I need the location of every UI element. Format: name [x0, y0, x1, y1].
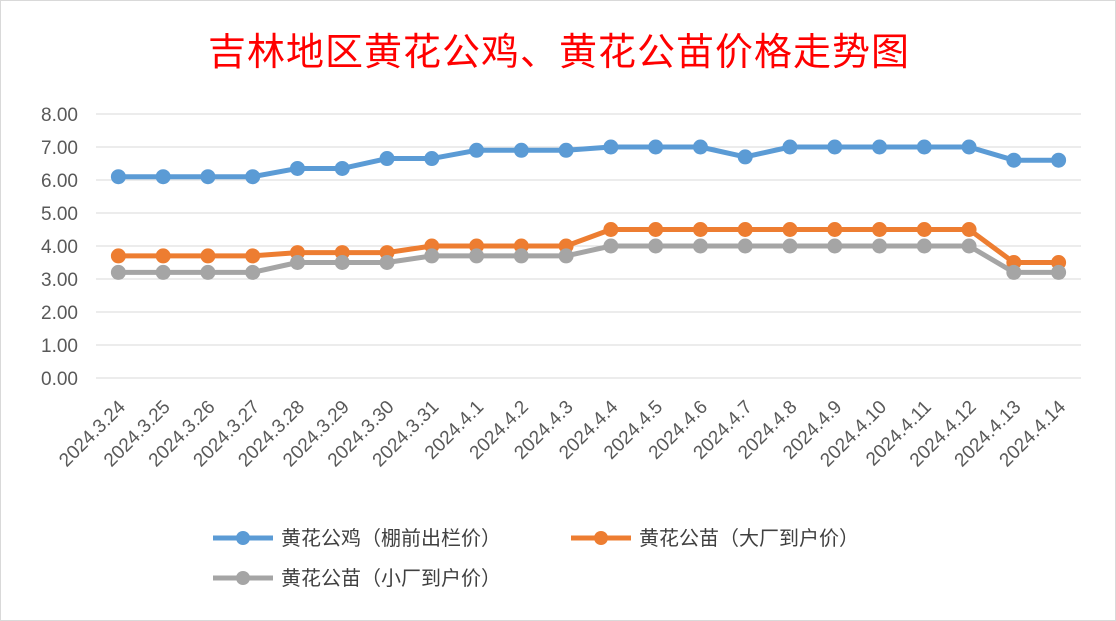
- data-point: [603, 139, 619, 155]
- data-point: [469, 142, 485, 158]
- data-point: [961, 222, 977, 237]
- data-point: [200, 264, 216, 280]
- data-point: [827, 139, 843, 155]
- data-point: [603, 222, 619, 237]
- series-line: [118, 243, 1059, 275]
- data-point: [916, 222, 932, 237]
- data-point: [872, 139, 888, 155]
- data-point: [469, 248, 485, 264]
- legend-marker: [236, 571, 250, 585]
- data-point: [289, 255, 305, 270]
- y-tick-label: 4.00: [41, 237, 78, 258]
- data-point: [155, 169, 171, 185]
- data-point: [916, 139, 932, 155]
- y-tick-label: 5.00: [41, 204, 78, 225]
- legend-label: 黄花公苗（大厂到户价）: [639, 526, 859, 550]
- data-point: [872, 222, 888, 237]
- data-point: [648, 238, 664, 254]
- data-point: [245, 264, 261, 280]
- data-point: [827, 222, 843, 237]
- y-tick-label: 3.00: [41, 270, 78, 291]
- data-point: [961, 139, 977, 155]
- y-tick-label: 0.00: [41, 369, 78, 390]
- data-point: [1006, 264, 1022, 280]
- data-point: [245, 248, 261, 264]
- y-tick-label: 2.00: [41, 303, 78, 324]
- data-point: [110, 169, 126, 185]
- data-point: [379, 255, 395, 270]
- data-point: [648, 139, 664, 155]
- data-point: [782, 238, 798, 254]
- data-point: [110, 264, 126, 280]
- data-point: [603, 238, 619, 254]
- data-point: [513, 142, 529, 158]
- data-point: [110, 248, 126, 264]
- y-tick-label: 7.00: [41, 138, 78, 159]
- data-point: [782, 222, 798, 237]
- data-point: [692, 139, 708, 155]
- data-point: [334, 160, 350, 176]
- y-tick-label: 8.00: [41, 105, 78, 126]
- y-tick-label: 1.00: [41, 336, 78, 357]
- data-point: [289, 160, 305, 176]
- series-line: [118, 144, 1059, 180]
- data-point: [737, 222, 753, 237]
- data-point: [1051, 264, 1067, 280]
- chart-title: 吉林地区黄花公鸡、黄花公苗价格走势图: [207, 30, 910, 74]
- data-point: [245, 169, 261, 185]
- legend-marker: [594, 531, 608, 545]
- data-point: [334, 255, 350, 270]
- y-tick-label: 6.00: [41, 171, 78, 192]
- data-point: [692, 238, 708, 254]
- data-point: [916, 238, 932, 254]
- data-point: [200, 248, 216, 264]
- data-point: [872, 238, 888, 254]
- data-point: [558, 142, 574, 158]
- data-point: [737, 238, 753, 254]
- data-point: [827, 238, 843, 254]
- data-point: [424, 248, 440, 264]
- data-point: [155, 264, 171, 280]
- data-point: [379, 151, 395, 167]
- data-point: [1051, 152, 1067, 168]
- series-line: [118, 227, 1059, 265]
- legend-label: 黄花公苗（小厂到户价）: [281, 566, 501, 590]
- data-point: [737, 149, 753, 165]
- data-point: [782, 139, 798, 155]
- data-point: [1006, 152, 1022, 168]
- data-point: [155, 248, 171, 264]
- data-point: [961, 238, 977, 254]
- legend-label: 黄花公鸡（棚前出栏价）: [281, 526, 501, 550]
- data-point: [200, 169, 216, 185]
- data-point: [558, 248, 574, 264]
- data-point: [424, 151, 440, 167]
- data-point: [692, 222, 708, 237]
- data-point: [513, 248, 529, 264]
- data-point: [648, 222, 664, 237]
- legend-marker: [236, 531, 250, 545]
